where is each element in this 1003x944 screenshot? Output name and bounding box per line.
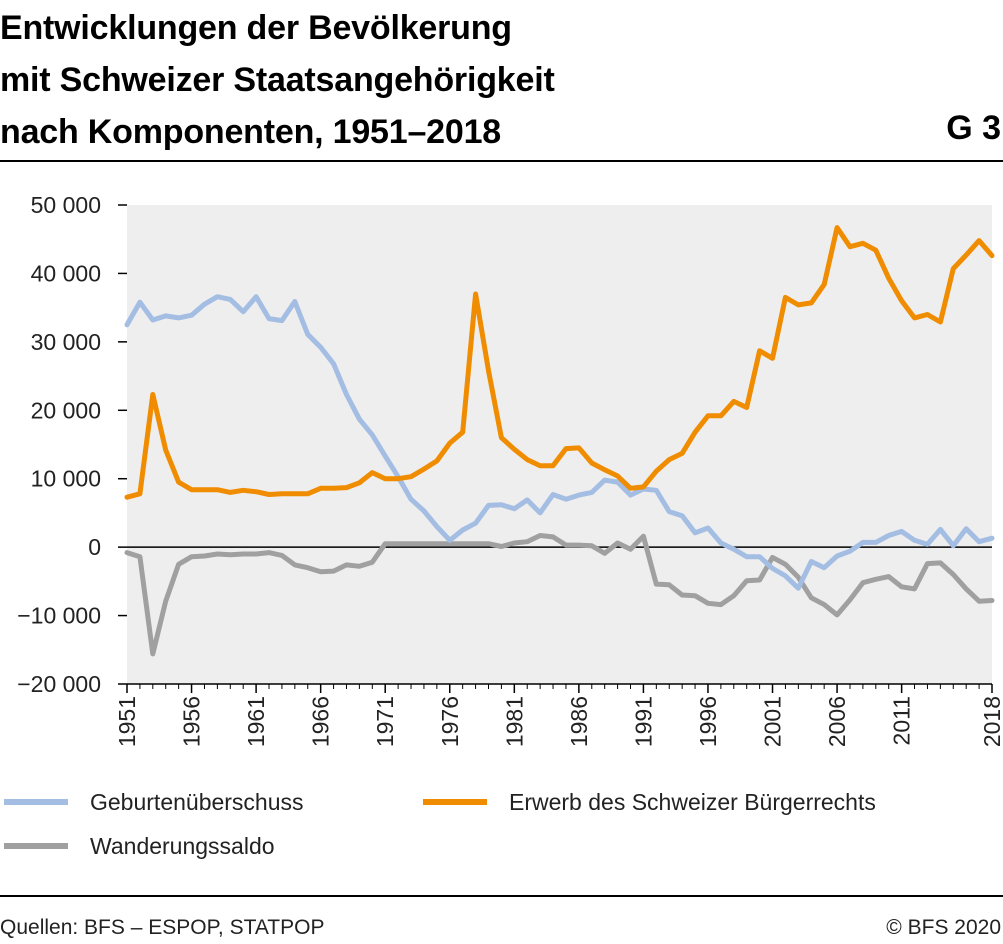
x-tick-label: 1981 (501, 696, 527, 747)
series-lines (124, 225, 995, 657)
y-tick-label: 20 000 (31, 397, 101, 423)
x-tick-label: 1961 (243, 696, 269, 747)
x-tick-label: 1956 (179, 696, 205, 747)
source-note: Quellen: BFS – ESPOP, STATPOP (0, 916, 325, 939)
x-tick-label: 1971 (372, 696, 398, 747)
migration-line (124, 533, 995, 657)
y-tick-label: −20 000 (17, 671, 101, 697)
x-tick-label: 1991 (630, 696, 656, 747)
line-chart: 50 000 40 000 30 000 20 000 10 000 0 −10 000 −2… (4, 192, 1003, 859)
naturalisation-line (124, 225, 995, 500)
y-axis: 50 000 40 000 30 000 20 000 10 000 0 −10 000 −2… (17, 192, 127, 697)
legend-label-migration: Wanderungssaldo (90, 833, 275, 859)
y-tick-label: 0 (88, 534, 101, 560)
x-tick-label: 2001 (760, 696, 786, 747)
title-line-1: Entwicklungen der Bevölkerung (0, 9, 512, 47)
legend: Geburtenüberschuss Erwerb des Schweizer B… (4, 789, 876, 859)
y-tick-label: 50 000 (31, 192, 101, 218)
copyright-note: © BFS 2020 (886, 916, 1001, 939)
legend-label-naturalisation: Erwerb des Schweizer Bürgerrechts (509, 789, 876, 815)
x-tick-label: 2006 (824, 696, 850, 747)
x-tick-label: 1986 (566, 696, 592, 747)
footer-divider (0, 895, 1003, 897)
x-tick-label: 1951 (114, 696, 140, 747)
plot-area (127, 205, 992, 684)
title-line-2: mit Schweizer Staatsangehörigkeit (0, 61, 555, 99)
header-divider (0, 160, 1003, 162)
x-axis: 1951 1956 1961 1966 1971 1976 1981 1986 1991 1996… (114, 683, 1003, 747)
x-tick-label: 2011 (889, 696, 915, 745)
y-tick-label: 40 000 (31, 260, 101, 286)
legend-label-birth-surplus: Geburtenüberschuss (90, 789, 304, 815)
birth-surplus-line (124, 294, 995, 591)
x-tick-label: 1996 (695, 696, 721, 747)
y-tick-label: 30 000 (31, 329, 101, 355)
chart-number: G 3 (946, 109, 1001, 147)
x-tick-label: 1976 (437, 696, 463, 747)
chart-title: Entwicklungen der Bevölkerung mit Schwei… (0, 2, 920, 158)
title-line-3: nach Komponenten, 1951–2018 (0, 113, 502, 151)
x-tick-label: 2018 (979, 696, 1003, 747)
y-tick-label: 10 000 (31, 466, 101, 492)
y-tick-label: −10 000 (17, 603, 101, 629)
x-tick-label: 1966 (308, 696, 334, 747)
